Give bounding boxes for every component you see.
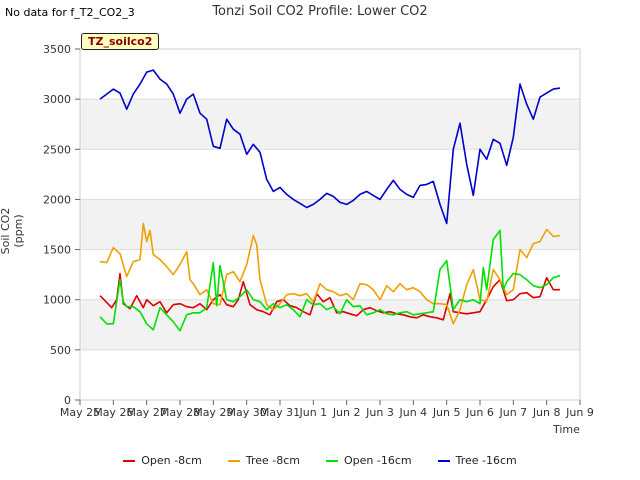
legend: Open -8cm Tree -8cm Open -16cm Tree -16c… — [0, 454, 640, 467]
legend-item-open-16cm: Open -16cm — [326, 454, 412, 467]
x-tick-label: Jun 3 — [365, 406, 394, 419]
y-tick-label: 3500 — [43, 43, 71, 56]
y-axis-title: Soil CO2 (ppm) — [0, 207, 25, 255]
x-tick-label: May 29 — [193, 406, 233, 419]
legend-swatch — [326, 459, 338, 462]
legend-label: Open -16cm — [344, 454, 412, 467]
legend-swatch — [437, 459, 450, 462]
x-tick-label: Jun 7 — [498, 406, 527, 419]
y-tick-label: 2000 — [43, 193, 71, 206]
background-bands — [80, 99, 580, 350]
y-tick-label: 500 — [50, 344, 71, 357]
y-tick-label: 1500 — [43, 244, 71, 257]
x-tick-label: Jun 4 — [398, 406, 427, 419]
series-line-tree-8cm — [99, 222, 561, 325]
y-tick-label: 2500 — [43, 143, 71, 156]
plot-frame — [79, 48, 581, 401]
legend-item-tree-16cm: Tree -16cm — [437, 454, 517, 467]
x-tick-label: May 27 — [127, 406, 167, 419]
x-tick-label: Jun 2 — [332, 406, 361, 419]
chart-title: Tonzi Soil CO2 Profile: Lower CO2 — [212, 4, 428, 19]
legend-swatch — [123, 459, 136, 462]
x-tick-label: May 31 — [260, 406, 300, 419]
y-tick-label: 0 — [64, 394, 71, 407]
x-tick-label: May 30 — [227, 406, 267, 419]
band — [80, 199, 580, 250]
legend-item-tree-8cm: Tree -8cm — [227, 454, 300, 467]
series-line-open-16cm — [99, 229, 561, 332]
x-tick-label: Jun 1 — [298, 406, 327, 419]
x-tick-label: Jun 5 — [432, 406, 461, 419]
x-axis-title: Time — [553, 423, 580, 436]
legend-item-open-8cm: Open -8cm — [123, 454, 202, 467]
y-tick-label: 3000 — [43, 93, 71, 106]
no-data-note: No data for f_T2_CO2_3 — [5, 6, 135, 19]
site-badge: TZ_soilco2 — [81, 33, 160, 50]
legend-label: Tree -16cm — [455, 454, 517, 467]
legend-label: Open -8cm — [141, 454, 202, 467]
x-tick-label: Jun 6 — [465, 406, 494, 419]
x-tick-label: Jun 9 — [565, 406, 594, 419]
y-tick-label: 1000 — [43, 294, 71, 307]
series-line-open-8cm — [99, 272, 560, 321]
x-tick-label: May 25 — [60, 406, 100, 419]
series-lines — [99, 69, 561, 332]
x-tick-label: May 28 — [160, 406, 200, 419]
x-tick-label: May 26 — [93, 406, 133, 419]
band — [80, 99, 580, 150]
legend-label: Tree -8cm — [245, 454, 300, 467]
x-tick-label: Jun 8 — [532, 406, 561, 419]
series-line-tree-16cm — [99, 69, 561, 225]
legend-swatch — [227, 459, 240, 462]
y-axis-ticks: 0 500 1000 1500 2000 2500 3000 3500 — [43, 43, 80, 407]
